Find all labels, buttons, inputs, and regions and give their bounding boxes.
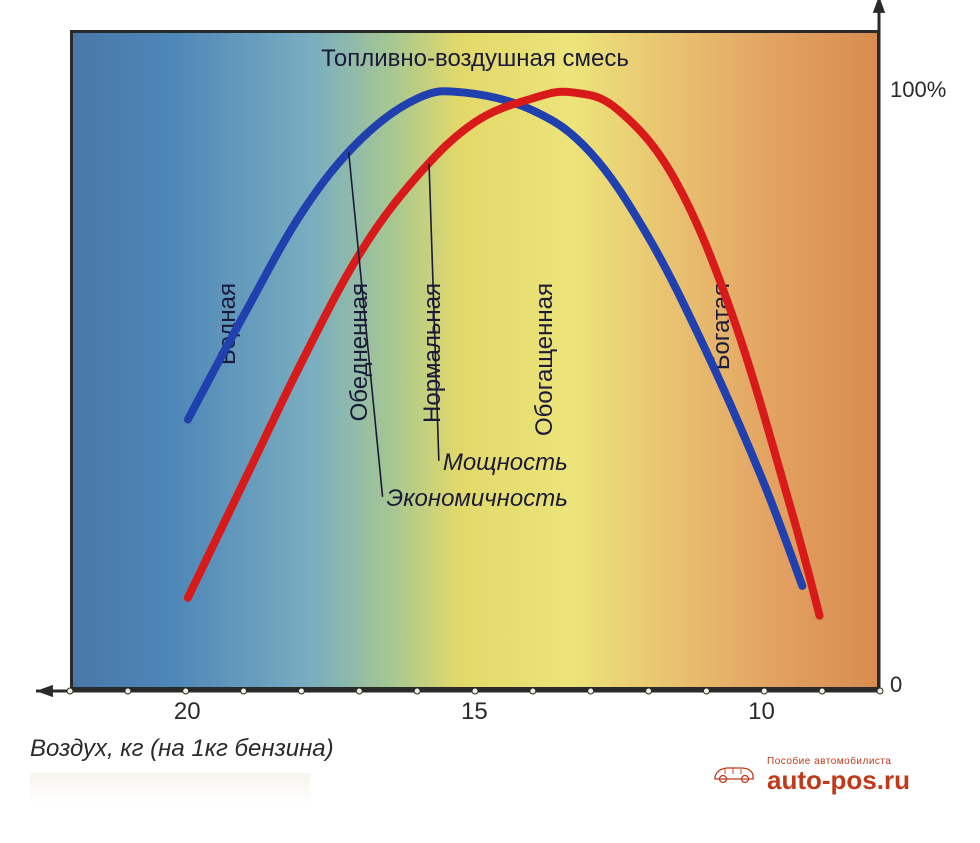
callout-label: Экономичность [387,485,568,513]
zone-label: Бедная [214,283,242,365]
zone-label: Богатая [708,283,736,370]
x-tick-label: 10 [748,698,775,726]
zone-label: Нормальная [419,283,447,423]
chart-frame: Топливно-воздушная смесь Бедная Обедненна… [70,30,880,690]
car-icon [711,761,757,789]
x-tick-label: 15 [461,698,488,726]
y-tick-label: 0 [890,672,902,698]
watermark-main: auto-pos.ru [767,767,910,793]
x-axis-label: Воздух, кг (на 1кг бензина) [30,735,334,763]
y-tick-label: 100% [890,77,946,103]
zone-label: Обогащенная [531,283,559,436]
watermark-logo: Пособие автомобилиста auto-pos.ru [711,757,910,793]
scan-artifact [30,773,310,803]
zone-label: Обедненная [346,283,374,421]
chart-background [73,33,877,687]
callout-label: Мощность [443,449,568,477]
chart-title: Топливно-воздушная смесь [73,45,877,73]
x-tick-label: 20 [174,698,201,726]
